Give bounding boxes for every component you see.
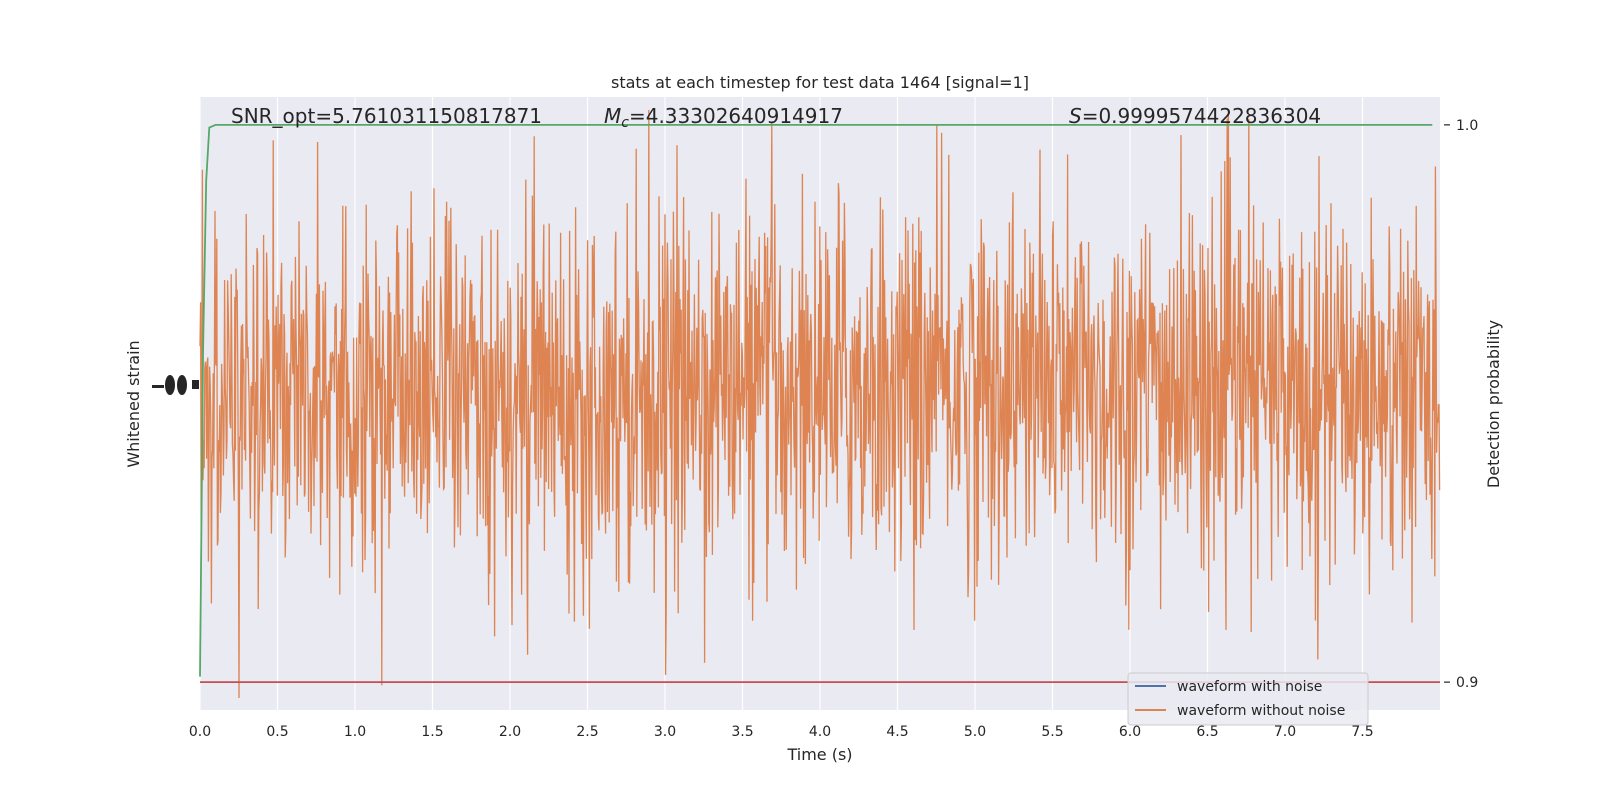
x-tick-label: 4.0 xyxy=(809,724,831,740)
series-detection-probability xyxy=(199,124,1433,677)
x-tick-label: 2.0 xyxy=(499,724,521,740)
x-tick-label: 0.0 xyxy=(189,724,211,740)
snr-annotation: SNR_opt=5.761031150817871 xyxy=(231,104,542,128)
x-tick-label: 6.0 xyxy=(1119,724,1141,740)
x-axis-label: Time (s) xyxy=(786,745,852,764)
x-tick-label: 2.5 xyxy=(576,724,598,740)
x-tick-label: 3.0 xyxy=(654,724,676,740)
legend: waveform with noise waveform without noi… xyxy=(1127,672,1369,726)
mc-subscript: c xyxy=(621,115,629,131)
x-tick-label: 7.5 xyxy=(1351,724,1373,740)
left-axis-label: Whitened strain xyxy=(124,340,143,467)
x-tick-label: 4.5 xyxy=(886,724,908,740)
right-tick-label: 0.9 xyxy=(1456,675,1478,691)
x-tick-label: 1.5 xyxy=(421,724,443,740)
x-tick-label: 3.5 xyxy=(731,724,753,740)
x-tick-label: 5.5 xyxy=(1041,724,1063,740)
right-axis-label: Detection probability xyxy=(1484,320,1503,488)
left-tick-cluster xyxy=(152,375,199,395)
s-value: =0.9999574422836304 xyxy=(1082,104,1321,128)
series-waveform-without-noise xyxy=(199,109,1441,699)
x-tick-label: 7.0 xyxy=(1274,724,1296,740)
mc-symbol: M xyxy=(604,104,621,128)
x-tick-label: 6.5 xyxy=(1196,724,1218,740)
s-symbol: S xyxy=(1069,104,1082,128)
legend-label-with-noise: waveform with noise xyxy=(1177,679,1322,695)
x-tick-label: 0.5 xyxy=(266,724,288,740)
legend-label-without-noise: waveform without noise xyxy=(1177,703,1345,719)
legend-box xyxy=(1127,672,1369,726)
s-annotation: S=0.9999574422836304 xyxy=(1069,104,1321,128)
right-tick-label: 1.0 xyxy=(1456,118,1478,134)
mc-annotation: Mc=4.33302640914917 xyxy=(604,104,843,131)
mc-value: =4.33302640914917 xyxy=(629,104,843,128)
chart-title: stats at each timestep for test data 146… xyxy=(611,73,1029,92)
right-axis: 0.9 1.0 xyxy=(1444,118,1478,691)
x-tick-label: 5.0 xyxy=(964,724,986,740)
x-tick-label: 1.0 xyxy=(344,724,366,740)
x-axis: 0.0 0.5 1.0 1.5 2.0 2.5 3.0 3.5 4.0 4.5 5.0 5.5 6.0 6… xyxy=(189,724,1374,740)
